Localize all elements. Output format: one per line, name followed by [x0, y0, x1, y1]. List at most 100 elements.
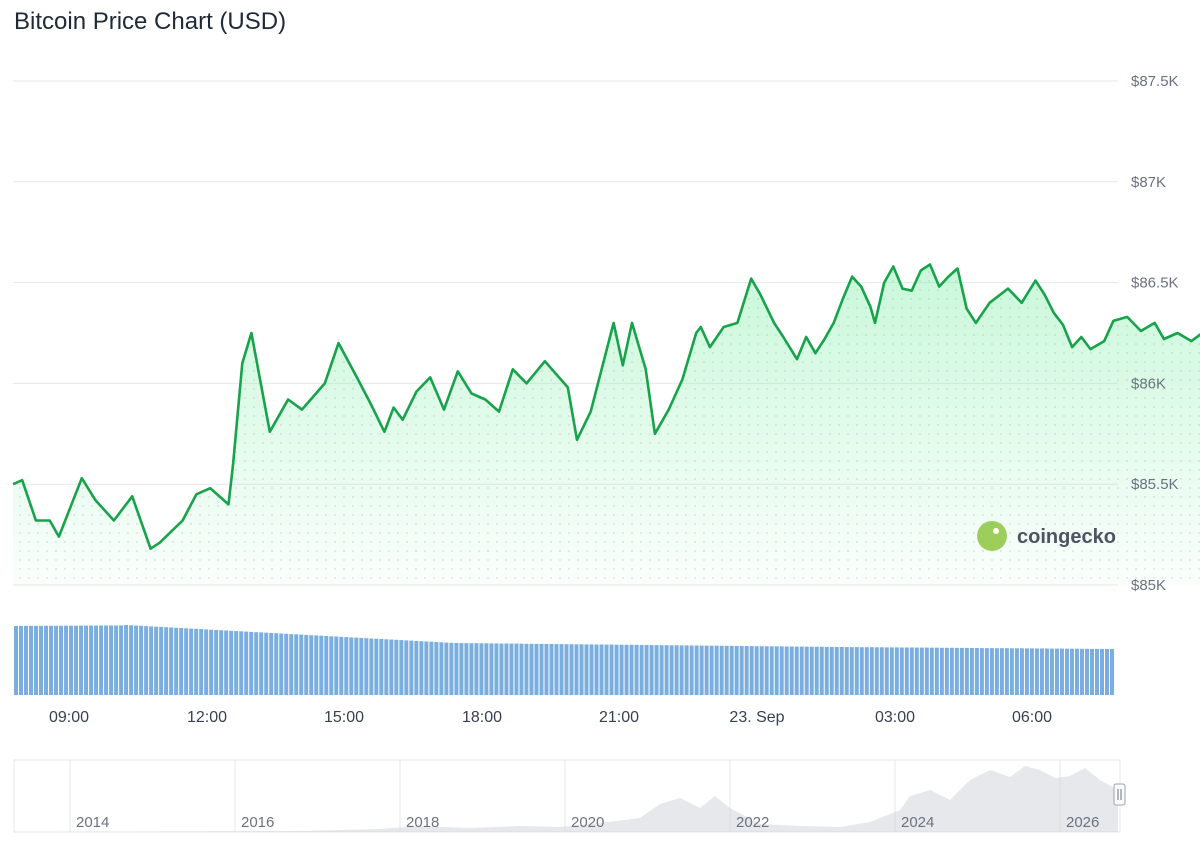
volume-bar [419, 641, 424, 695]
volume-bar [814, 646, 819, 695]
volume-bar [29, 625, 34, 695]
volume-bar [384, 639, 389, 695]
volume-bar [574, 644, 579, 695]
price-area [13, 264, 1200, 585]
volume-bar [789, 646, 794, 695]
x-tick-label: 21:00 [599, 709, 639, 726]
volume-bar [1044, 648, 1049, 695]
volume-bar [754, 646, 759, 695]
volume-bar [294, 634, 299, 695]
volume-bar [1104, 649, 1109, 695]
volume-bar [354, 637, 359, 695]
volume-bar [949, 647, 954, 695]
volume-bar [669, 645, 674, 695]
volume-bar [974, 648, 979, 695]
volume-bar [894, 647, 899, 695]
navigator-year-label: 2024 [901, 814, 934, 831]
volume-bar [69, 625, 74, 695]
volume-bar [954, 647, 959, 695]
volume-bar [924, 647, 929, 695]
volume-bar [229, 630, 234, 695]
volume-bar [279, 633, 284, 695]
volume-bar [1049, 648, 1054, 695]
volume-bar [264, 632, 269, 695]
volume-bar [169, 627, 174, 695]
volume-bar [179, 628, 184, 695]
page-title: Bitcoin Price Chart (USD) [14, 8, 287, 35]
volume-bar [84, 625, 89, 695]
coingecko-watermark: coingecko [977, 521, 1116, 551]
y-tick-label: $86.5K [1131, 275, 1179, 292]
volume-bar [704, 645, 709, 695]
volume-bar [639, 645, 644, 695]
x-tick-label: 06:00 [1012, 709, 1052, 726]
volume-bar [504, 643, 509, 695]
volume-bar [559, 644, 564, 695]
volume-bar [899, 647, 904, 695]
volume-bar [39, 625, 44, 695]
volume-bar [214, 630, 219, 695]
volume-bar [589, 644, 594, 695]
volume-bar [439, 642, 444, 695]
volume-bar [319, 635, 324, 695]
volume-bar [104, 625, 109, 695]
volume-bar [209, 629, 214, 695]
volume-bar [374, 638, 379, 695]
volume-bar [719, 645, 724, 695]
volume-bar [794, 646, 799, 695]
volume-bar [744, 646, 749, 695]
volume-bar [424, 641, 429, 695]
volume-bar [594, 644, 599, 695]
volume-bar [414, 640, 419, 695]
volume-bar [164, 627, 169, 695]
navigator-year-label: 2018 [406, 814, 439, 831]
volume-bar [324, 636, 329, 695]
volume-bar [549, 644, 554, 695]
volume-bar [984, 648, 989, 695]
volume-bar [584, 644, 589, 695]
volume-bar [579, 644, 584, 695]
volume-bar [614, 644, 619, 695]
volume-bar [359, 637, 364, 695]
y-tick-label: $85.5K [1131, 476, 1179, 493]
volume-bar [249, 631, 254, 695]
volume-bar [809, 646, 814, 695]
volume-bar [784, 646, 789, 695]
x-tick-label: 03:00 [875, 709, 915, 726]
volume-bar [649, 645, 654, 695]
volume-bar [44, 625, 49, 695]
volume-bar [994, 648, 999, 695]
volume-bar [299, 634, 304, 695]
volume-bar [429, 641, 434, 695]
volume-bar [184, 628, 189, 695]
volume-bar [889, 647, 894, 695]
volume-bar [779, 646, 784, 695]
volume-bar [269, 633, 274, 695]
volume-bar [49, 625, 54, 695]
volume-bar [339, 636, 344, 695]
volume-bar [489, 643, 494, 695]
volume-bar [194, 628, 199, 695]
volume-bar [1034, 648, 1039, 695]
volume-bar [64, 625, 69, 695]
volume-bar [189, 628, 194, 695]
volume-bar [659, 645, 664, 695]
volume-bar [469, 643, 474, 695]
volume-bar [159, 626, 164, 695]
volume-bar [979, 648, 984, 695]
price-area-dots [13, 264, 1200, 585]
navigator-handle[interactable] [1113, 783, 1126, 806]
volume-bar [989, 648, 994, 695]
volume-bar [554, 644, 559, 695]
volume-bar [149, 626, 154, 695]
gecko-logo-icon [977, 521, 1007, 551]
volume-bar [259, 632, 264, 695]
volume-bar [1009, 648, 1014, 695]
volume-bar [454, 643, 459, 695]
volume-bar [459, 643, 464, 695]
volume-bar [929, 647, 934, 695]
volume-bar [389, 639, 394, 695]
range-navigator[interactable]: 2014 2016 2018 2020 2022 2024 2026 [13, 759, 1126, 833]
volume-bar [239, 631, 244, 695]
